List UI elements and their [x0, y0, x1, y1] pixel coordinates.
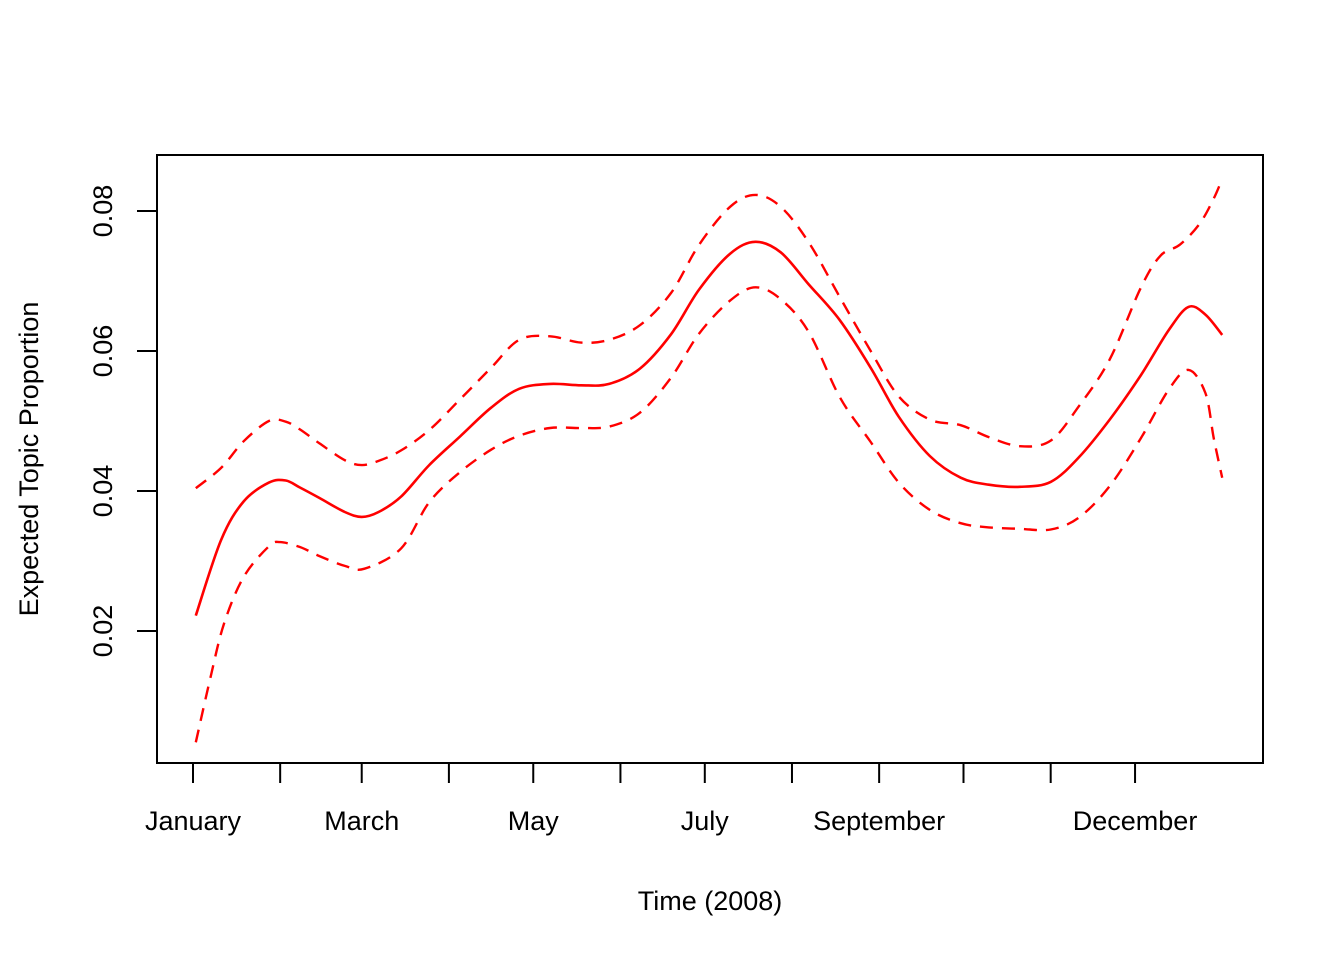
y-tick-label: 0.02	[88, 605, 118, 658]
y-tick-label: 0.06	[88, 325, 118, 378]
x-tick-label: January	[145, 806, 242, 836]
x-tick-label: July	[681, 806, 730, 836]
series-layer	[194, 178, 1224, 743]
plot-box	[156, 154, 1264, 764]
upper-ci-line	[195, 178, 1224, 490]
x-tick-label: December	[1073, 806, 1198, 836]
x-axis-title: Time (2008)	[638, 886, 783, 916]
x-tick-label: May	[508, 806, 560, 836]
x-tick-label: September	[813, 806, 945, 836]
y-tick-label: 0.04	[88, 465, 118, 518]
y-tick-label: 0.08	[88, 185, 118, 238]
mean-line	[194, 240, 1224, 617]
lower-ci-line	[194, 286, 1224, 743]
x-tick-label: March	[324, 806, 399, 836]
axes-layer: January March May July September December 0.02…	[88, 154, 1264, 836]
y-axis-title: Expected Topic Proportion	[14, 302, 44, 617]
